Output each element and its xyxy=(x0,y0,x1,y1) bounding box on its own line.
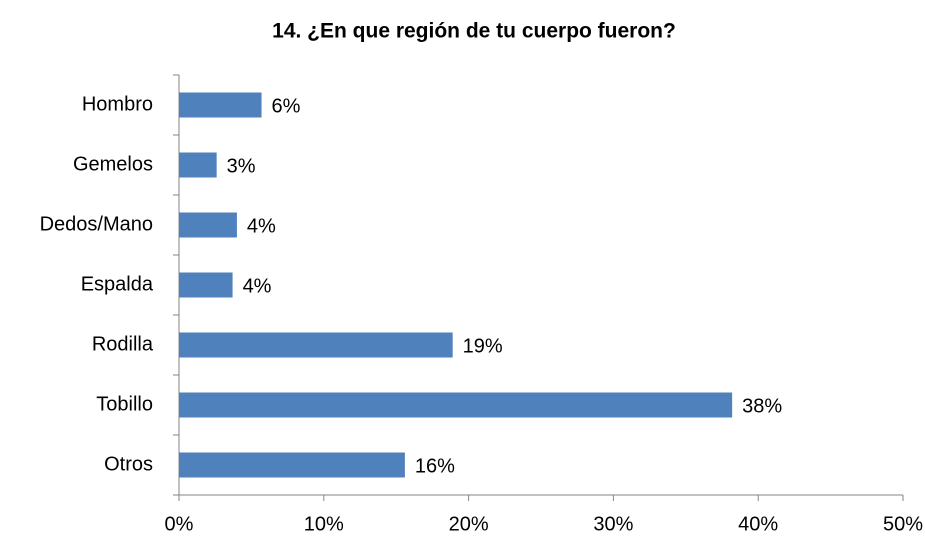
value-label: 16% xyxy=(415,455,455,477)
y-tick-label: Rodilla xyxy=(92,333,154,355)
x-tick-label: 0% xyxy=(165,513,194,535)
chart-title: 14. ¿En que región de tu cuerpo fueron? xyxy=(272,20,676,43)
y-tick-label: Dedos/Mano xyxy=(40,213,153,235)
y-tick-label: Tobillo xyxy=(96,393,153,415)
value-label: 4% xyxy=(247,215,276,237)
value-label: 38% xyxy=(742,395,782,417)
y-tick-label: Espalda xyxy=(81,273,154,295)
y-tick-label: Otros xyxy=(104,453,153,475)
bar xyxy=(179,152,217,178)
x-tick-label: 20% xyxy=(449,513,489,535)
bar xyxy=(179,272,233,298)
bar xyxy=(179,92,262,118)
x-tick-label: 10% xyxy=(304,513,344,535)
value-label: 19% xyxy=(463,335,503,357)
x-tick-label: 30% xyxy=(593,513,633,535)
x-tick-label: 50% xyxy=(883,513,923,535)
value-label: 6% xyxy=(272,95,301,117)
y-tick-label: Gemelos xyxy=(73,153,153,175)
value-label: 3% xyxy=(227,155,256,177)
x-tick-label: 40% xyxy=(738,513,778,535)
y-tick-label: Hombro xyxy=(82,93,153,115)
bar xyxy=(179,452,405,478)
value-label: 4% xyxy=(243,275,272,297)
bar xyxy=(179,212,237,238)
bar xyxy=(179,392,733,418)
bar xyxy=(179,332,453,358)
